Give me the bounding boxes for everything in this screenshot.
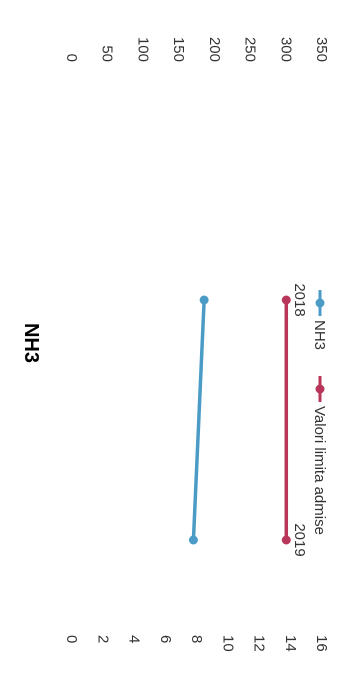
right-tick-label: 10 [219, 635, 236, 652]
left-tick-label: 50 [99, 45, 116, 62]
right-tick-label: 12 [251, 635, 268, 652]
legend-label-valori-limita-admise: Valori limita admise [311, 406, 328, 535]
legend: NH3 Valori limita admise [311, 290, 328, 535]
series-point-valori-limita-admise [281, 535, 291, 545]
right-tick-label: 6 [157, 635, 174, 643]
series-layer [188, 295, 291, 545]
left-tick-label: 250 [242, 37, 259, 62]
left-tick-label: 350 [313, 37, 330, 62]
left-tick-label: 200 [206, 37, 223, 62]
series-point-valori-limita-admise [281, 295, 291, 305]
x-axis-category-labels: 2018 2019 [291, 283, 308, 556]
right-tick-label: 2 [94, 635, 111, 643]
legend-marker-valori-limita-admise [315, 384, 325, 394]
series-point-nh3 [199, 295, 209, 305]
category-label: 2019 [291, 523, 308, 556]
series-point-nh3 [188, 535, 198, 545]
chart-title: NH3 [20, 323, 42, 363]
right-tick-label: 4 [126, 635, 143, 643]
series-line-nh3 [191, 299, 206, 541]
left-tick-label: 150 [170, 37, 187, 62]
right-tick-label: 8 [188, 635, 205, 643]
legend-marker-nh3 [315, 298, 325, 308]
legend-label-nh3: NH3 [311, 320, 328, 350]
left-axis-ticks: 350 300 250 200 150 100 50 0 [63, 37, 330, 62]
right-tick-label: 16 [313, 635, 330, 652]
category-label: 2018 [291, 283, 308, 316]
left-tick-label: 300 [277, 37, 294, 62]
right-tick-label: 14 [282, 635, 299, 652]
left-tick-label: 100 [134, 37, 151, 62]
right-tick-label: 0 [63, 635, 80, 643]
left-tick-label: 0 [63, 54, 80, 62]
right-axis-ticks: 16 14 12 10 8 6 4 2 0 [63, 635, 330, 652]
